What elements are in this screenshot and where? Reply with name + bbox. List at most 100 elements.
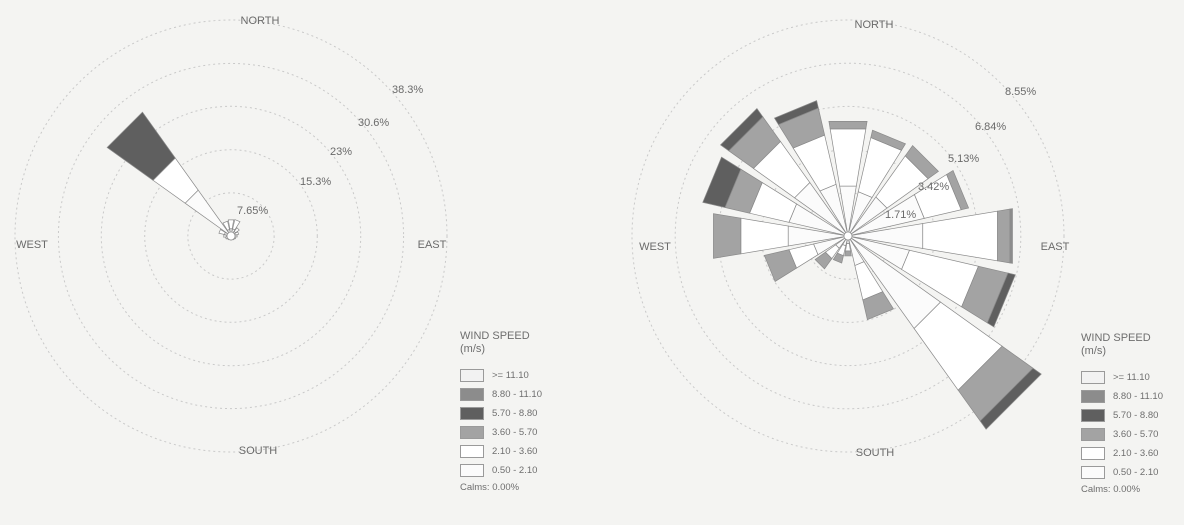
legend-item: >= 11.10 (1081, 368, 1184, 387)
petal-segment-e (1009, 208, 1013, 264)
grid-ring (187, 192, 275, 280)
legend-item: 8.80 - 11.10 (460, 385, 570, 404)
ring-label: 30.6% (358, 117, 389, 129)
legend-item: 3.60 - 5.70 (1081, 425, 1184, 444)
ring-label: 7.65% (237, 205, 268, 217)
petal-segment-w (713, 213, 742, 259)
legend-label: 0.50 - 2.10 (1113, 467, 1159, 478)
center-hub (226, 231, 236, 241)
compass-label-east: EAST (1041, 241, 1070, 253)
legend-item: 2.10 - 3.60 (460, 442, 570, 461)
ring-label: 5.13% (948, 153, 979, 165)
legend-swatch (460, 464, 484, 477)
grid-ring (631, 19, 1065, 453)
legend-item: 5.70 - 8.80 (460, 404, 570, 423)
legend-swatch (460, 407, 484, 420)
compass-label-north: NORTH (241, 15, 280, 27)
legend-swatch (1081, 390, 1105, 403)
petal-segment-s (844, 250, 852, 257)
petal-segment-w (740, 217, 789, 255)
compass-label-north: NORTH (855, 19, 894, 31)
legend-swatch (1081, 371, 1105, 384)
petal-segment-wnw (218, 228, 226, 235)
legend-label: 5.70 - 8.80 (492, 408, 538, 419)
ring-label: 23% (330, 146, 352, 158)
grid-ring (100, 105, 362, 367)
legend-calms: Calms: 0.00% (460, 482, 520, 493)
legend-unit: (m/s) (1081, 345, 1107, 357)
legend-label: 2.10 - 3.60 (1113, 448, 1159, 459)
petal-segment-nne (870, 129, 907, 151)
legend-label: 3.60 - 5.70 (492, 427, 538, 438)
petal-segment-wsw (763, 249, 797, 282)
legend-title: WIND SPEED (1081, 332, 1151, 344)
legend-item: 8.80 - 11.10 (1081, 387, 1184, 406)
grid-ring (14, 19, 448, 453)
legend-label: 3.60 - 5.70 (1113, 429, 1159, 440)
legend-label: >= 11.10 (492, 370, 529, 381)
ring-label: 3.42% (918, 181, 949, 193)
legend-label: 2.10 - 3.60 (492, 446, 538, 457)
petal-segment-sse (862, 291, 894, 321)
petal-segment-wnw (702, 156, 742, 208)
compass-label-south: SOUTH (856, 447, 895, 459)
petal-segment-n (227, 219, 235, 230)
petal-segment-e (997, 208, 1011, 264)
legend-swatch (460, 426, 484, 439)
compass-label-west: WEST (16, 239, 48, 251)
legend-swatch (1081, 428, 1105, 441)
petal-segment-sw (814, 251, 833, 270)
legend-item: 0.50 - 2.10 (460, 461, 570, 480)
ring-label: 6.84% (975, 121, 1006, 133)
legend-item: >= 11.10 (460, 366, 570, 385)
legend-label: 8.80 - 11.10 (1113, 391, 1164, 402)
grid-ring (144, 149, 318, 323)
compass-label-east: EAST (418, 239, 447, 251)
legend-item: 0.50 - 2.10 (1081, 463, 1184, 482)
petal-segment-e (922, 210, 998, 262)
petal-segment-n (828, 121, 868, 130)
ring-label: 8.55% (1005, 86, 1036, 98)
legend-swatch (460, 388, 484, 401)
legend-items: >= 11.10 8.80 - 11.10 5.70 - 8.80 3.60 - 5.… (460, 366, 570, 480)
petal-segment-nw (720, 108, 764, 152)
legend-swatch (1081, 447, 1105, 460)
legend-title: WIND SPEED (460, 330, 530, 342)
legend-item: 3.60 - 5.70 (460, 423, 570, 442)
legend-label: 0.50 - 2.10 (492, 465, 538, 476)
compass-label-west: WEST (639, 241, 671, 253)
compass-label-south: SOUTH (239, 445, 278, 457)
legend-swatch (1081, 466, 1105, 479)
petal-segment-ne (233, 227, 240, 234)
legend-left: WIND SPEED (m/s) >= 11.10 8.80 - 11.10 5.7… (460, 330, 570, 493)
petal-segment-nw (106, 111, 176, 181)
petal-segment-ne (904, 145, 939, 180)
legend-swatch (460, 369, 484, 382)
petal-segment-se (979, 367, 1042, 430)
legend-swatch (1081, 409, 1105, 422)
petal-segment-ene (946, 169, 970, 211)
legend-unit: (m/s) (460, 343, 486, 355)
grid-ring (674, 62, 1022, 410)
grid-ring (57, 62, 405, 410)
ring-label: 38.3% (392, 84, 423, 96)
legend-items: >= 11.10 8.80 - 11.10 5.70 - 8.80 3.60 - 5.… (1081, 368, 1184, 482)
petal-segment-ssw (832, 252, 844, 264)
petal-segment-n (829, 128, 867, 187)
legend-calms: Calms: 0.00% (1081, 484, 1141, 495)
ring-label: 1.71% (885, 209, 916, 221)
legend-label: 5.70 - 8.80 (1113, 410, 1159, 421)
legend-label: 8.80 - 11.10 (492, 389, 543, 400)
center-hub (843, 231, 853, 241)
ring-label: 15.3% (300, 176, 331, 188)
legend-label: >= 11.10 (1113, 372, 1150, 383)
legend-item: 2.10 - 3.60 (1081, 444, 1184, 463)
petal-segment-ese (986, 272, 1016, 328)
legend-swatch (460, 445, 484, 458)
legend-right: WIND SPEED (m/s) >= 11.10 8.80 - 11.10 5.7… (1081, 332, 1184, 495)
petal-segment-nne (232, 219, 241, 231)
petal-segment-nnw (222, 220, 230, 231)
